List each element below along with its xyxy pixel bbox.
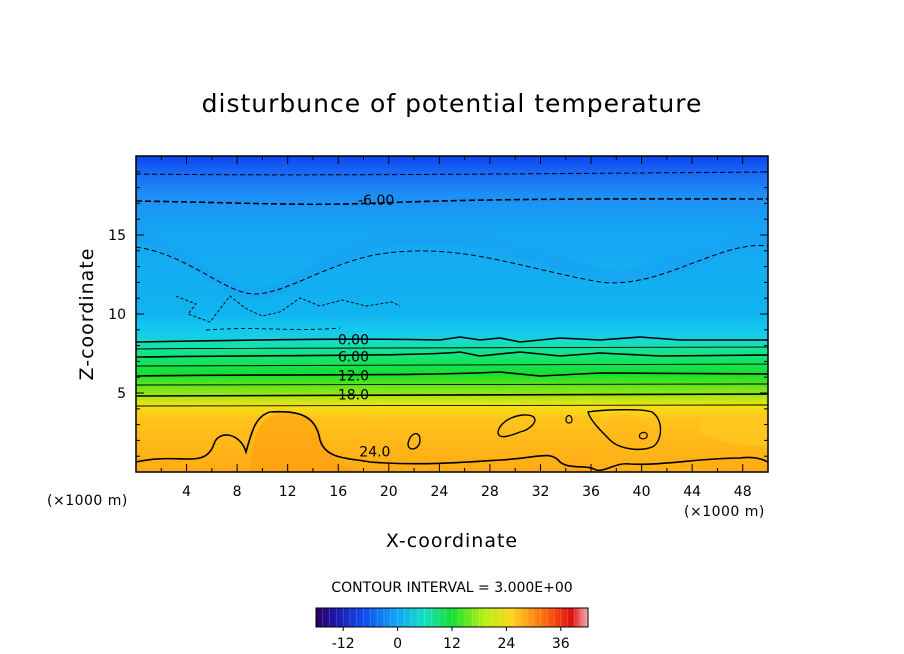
contour-label: -6.00 <box>358 193 394 209</box>
contour-lines <box>136 171 768 472</box>
contour-line <box>175 295 401 323</box>
y-tick-label: 10 <box>108 307 126 323</box>
contour-line <box>205 327 341 331</box>
colorbar-cells <box>315 608 582 627</box>
x-axis-label: X-coordinate <box>386 530 518 552</box>
contour-line <box>136 404 768 407</box>
colorbar-fill <box>316 608 588 627</box>
contour-line <box>136 410 768 472</box>
colorbar-tick-label: -12 <box>332 636 355 652</box>
contour-line <box>587 408 662 451</box>
contour-label: 18.0 <box>338 388 369 404</box>
colorbar-ticks: -12 0 12 24 36 <box>332 627 570 652</box>
field-background <box>136 156 768 472</box>
x-tick-label: 44 <box>683 484 701 500</box>
y-tick-label: 15 <box>108 228 126 244</box>
contour-line <box>638 431 648 440</box>
colorbar-tick-label: 24 <box>497 636 515 652</box>
contour-line <box>136 393 768 397</box>
x-tick-label: 28 <box>481 484 499 500</box>
x-tick-label: 4 <box>182 484 191 500</box>
chart-title: disturbunce of potential temperature <box>202 89 703 118</box>
field-shade-upper <box>136 226 768 300</box>
x-tick-label: 20 <box>380 484 398 500</box>
y-unit-label: (×1000 m) <box>47 493 128 509</box>
contour-line <box>136 171 768 176</box>
field-shade-cyan <box>136 320 768 340</box>
colorbar-tick-label: 0 <box>393 636 402 652</box>
contour-interval-note: CONTOUR INTERVAL = 3.000E+00 <box>331 580 572 596</box>
contour-line <box>136 198 768 206</box>
contour-label: 12.0 <box>338 369 369 385</box>
x-tick-label: 48 <box>734 484 752 500</box>
contour-label: 24.0 <box>359 444 390 460</box>
contour-line <box>136 351 768 358</box>
contour-line <box>497 414 536 438</box>
x-tick-label: 32 <box>532 484 550 500</box>
y-axis-label: Z-coordinate <box>76 248 98 381</box>
contour-line <box>565 414 573 424</box>
field-shade-light <box>700 417 768 447</box>
x-tick-label: 24 <box>430 484 448 500</box>
contour-label: 0.00 <box>338 332 369 348</box>
x-unit-label: (×1000 m) <box>684 504 765 520</box>
x-tick-label: 36 <box>582 484 600 500</box>
field-shade-warm2 <box>590 414 740 472</box>
contour-line <box>136 336 768 343</box>
x-tick-label: 40 <box>633 484 651 500</box>
x-tick-label: 16 <box>329 484 347 500</box>
plot-field <box>136 156 768 472</box>
contour-line <box>136 245 768 295</box>
y-tick-label: 5 <box>117 386 126 402</box>
colorbar-tick-label: 12 <box>443 636 461 652</box>
contour-label: 6.00 <box>338 350 369 366</box>
colorbar-tick-label: 36 <box>552 636 570 652</box>
contour-line <box>136 371 768 377</box>
contour-line <box>407 433 421 450</box>
colorbar: -12 0 12 24 36 <box>315 607 589 652</box>
contour-line <box>136 363 768 367</box>
x-tick-label: 8 <box>233 484 242 500</box>
field-shade-warm <box>250 411 360 472</box>
contour-labels: -6.00 0.00 6.00 12.0 18.0 24.0 <box>338 193 394 460</box>
x-tick-label: 12 <box>279 484 297 500</box>
